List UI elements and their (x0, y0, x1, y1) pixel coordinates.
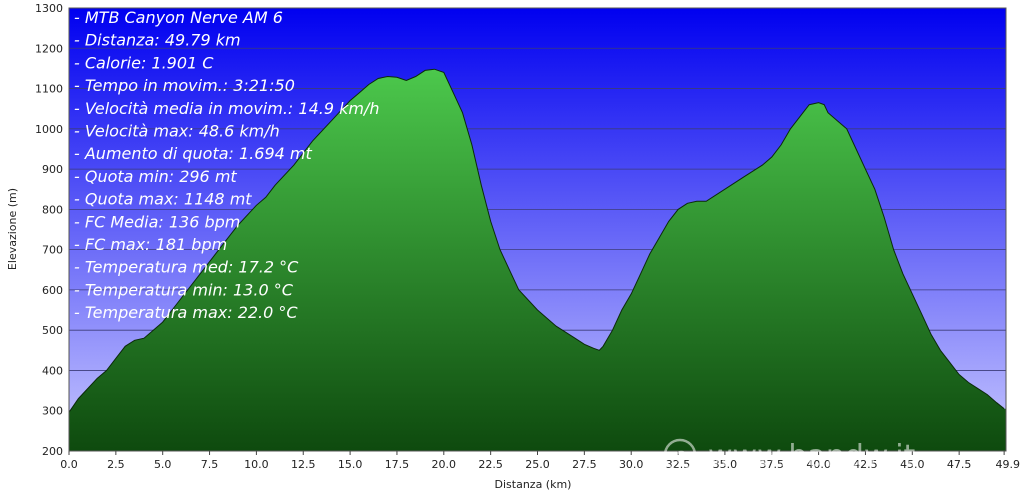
x-tick-label: 5.0 (154, 458, 172, 471)
info-line: - Quota min: 296 mt (74, 167, 237, 186)
x-tick-label: 0.0 (60, 458, 78, 471)
y-tick-label: 700 (42, 244, 63, 257)
y-tick-label: 1000 (35, 123, 63, 136)
y-tick-label: 800 (42, 203, 63, 216)
x-tick-label: 7.5 (201, 458, 219, 471)
info-line: - Tempo in movim.: 3:21:50 (74, 76, 295, 95)
info-line: - Temperatura max: 22.0 °C (74, 303, 298, 322)
x-tick-label: 10.0 (244, 458, 269, 471)
y-tick-label: 1100 (35, 83, 63, 96)
info-line: - Calorie: 1.901 C (74, 53, 214, 72)
y-axis-label: Elevazione (m) (6, 188, 19, 270)
x-axis-label: Distanza (km) (495, 478, 572, 491)
x-tick-label: 30.0 (619, 458, 644, 471)
x-tick-label: 12.5 (291, 458, 316, 471)
x-tick-label: 45.0 (900, 458, 925, 471)
elevation-area (69, 69, 1006, 451)
y-tick-label: 500 (42, 324, 63, 337)
x-tick-label: 40.0 (806, 458, 831, 471)
info-line: - Velocità max: 48.6 km/h (74, 122, 280, 141)
info-line: - Temperatura min: 13.0 °C (74, 280, 294, 299)
x-tick-label: 17.5 (385, 458, 410, 471)
y-tick-label: 300 (42, 405, 63, 418)
info-line: - FC Media: 136 bpm (74, 212, 240, 231)
info-line: - Quota max: 1148 mt (74, 190, 252, 209)
x-tick-label: 49.9 (996, 458, 1021, 471)
copyright-icon (663, 438, 697, 472)
x-tick-label: 37.5 (760, 458, 785, 471)
info-line: - Temperatura med: 17.2 °C (74, 258, 299, 277)
y-tick-label: 1200 (35, 42, 63, 55)
info-panel: - MTB Canyon Nerve AM 6 - Distanza: 49.79… (74, 8, 379, 322)
x-tick-label: 35.0 (713, 458, 738, 471)
info-line: - Velocità media in movim.: 14.9 km/h (74, 99, 379, 118)
elevation-outline (68, 68, 1005, 413)
info-line: - Distanza: 49.79 km (74, 31, 241, 50)
x-tick-label: 27.5 (572, 458, 597, 471)
watermark: c www.bandw.it (663, 438, 916, 474)
info-line: - MTB Canyon Nerve AM 6 (74, 8, 283, 27)
y-tick-label: 600 (42, 284, 63, 297)
y-tick-label: 1300 (35, 2, 63, 15)
x-tick-label: 47.5 (947, 458, 972, 471)
x-tick-label: 20.0 (432, 458, 457, 471)
x-tick-label: 22.5 (478, 458, 503, 471)
x-tick-label: 42.5 (853, 458, 878, 471)
x-tick-label: 25.0 (525, 458, 550, 471)
y-tick-label: 200 (42, 445, 63, 458)
watermark-text: www.bandw.it (708, 439, 916, 474)
x-axis-ticks: 0.0 2.5 5.0 7.5 10.0 12.5 15.0 17.5 20.0 22.5 25.0… (60, 451, 1020, 471)
y-tick-label: 400 (42, 364, 63, 377)
copyright-symbol: c (675, 443, 686, 467)
y-axis-ticks: 200 300 400 500 600 700 800 900 1000 1100 1200 1300 (35, 2, 63, 458)
x-tick-label: 15.0 (338, 458, 363, 471)
info-line: - Aumento di quota: 1.694 mt (74, 144, 312, 163)
x-tick-label: 2.5 (107, 458, 125, 471)
y-tick-label: 900 (42, 163, 63, 176)
info-line: - FC max: 181 bpm (74, 235, 227, 254)
